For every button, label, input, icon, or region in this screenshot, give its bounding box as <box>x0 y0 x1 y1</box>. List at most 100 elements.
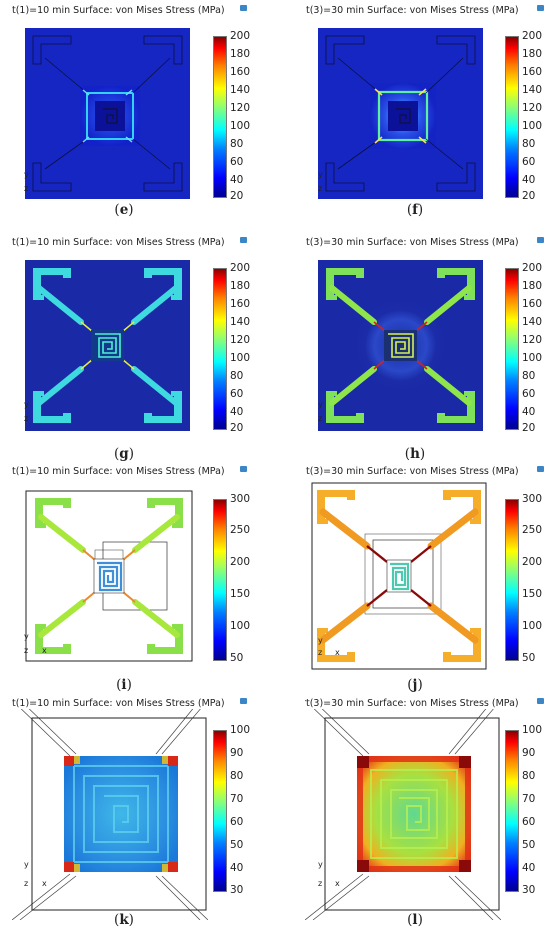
tick-label: 40 <box>230 862 244 874</box>
tick-label: 80 <box>230 770 244 782</box>
stress-plot <box>318 260 483 431</box>
plot-title: t(1)=10 min Surface: von Mises Stress (M… <box>12 237 225 248</box>
logo-icon <box>240 698 247 704</box>
tick-label: 100 <box>522 724 543 736</box>
tick-label: 60 <box>522 388 536 400</box>
panel-caption: (j) <box>407 677 423 693</box>
colorbar <box>213 499 227 661</box>
x-axis-label: x <box>42 646 47 655</box>
tick-label: 250 <box>230 524 251 536</box>
tick-label: 100 <box>522 620 543 632</box>
x-axis-label: x <box>42 879 47 888</box>
tick-label: 140 <box>230 316 251 328</box>
tick-label: 40 <box>522 174 536 186</box>
logo-icon <box>240 237 247 243</box>
tick-label: 180 <box>522 48 543 60</box>
panel-caption: (h) <box>404 446 426 462</box>
tick-label: 200 <box>230 556 251 568</box>
panel-caption: (g) <box>113 446 134 462</box>
panel-caption: (e) <box>114 202 134 218</box>
logo-icon <box>240 466 247 472</box>
tick-label: 60 <box>522 816 536 828</box>
tick-label: 80 <box>522 370 536 382</box>
logo-icon <box>537 5 544 11</box>
tick-label: 200 <box>522 30 543 42</box>
tick-label: 200 <box>522 556 543 568</box>
tick-label: 200 <box>230 262 251 274</box>
tick-label: 120 <box>522 102 543 114</box>
logo-icon <box>240 5 247 11</box>
tick-label: 40 <box>522 862 536 874</box>
tick-label: 150 <box>522 588 543 600</box>
y-axis-label: y <box>318 860 323 869</box>
y-axis-label: y <box>318 636 323 645</box>
tick-label: 40 <box>230 174 244 186</box>
tick-label: 160 <box>522 66 543 78</box>
tick-label: 60 <box>230 816 244 828</box>
z-axis-label: z <box>24 646 29 655</box>
tick-label: 20 <box>522 422 536 434</box>
tick-label: 200 <box>522 262 543 274</box>
tick-label: 80 <box>230 370 244 382</box>
tick-label: 60 <box>522 156 536 168</box>
z-axis-label: z <box>24 184 29 193</box>
tick-label: 70 <box>522 793 536 805</box>
tick-label: 100 <box>522 352 543 364</box>
plot-title: t(3)=30 min Surface: von Mises Stress (M… <box>306 698 519 709</box>
tick-label: 80 <box>230 138 244 150</box>
panel-caption: (f) <box>406 202 424 218</box>
stress-plot <box>25 490 193 662</box>
tick-label: 100 <box>230 724 251 736</box>
tick-label: 140 <box>230 84 251 96</box>
tick-label: 40 <box>230 406 244 418</box>
tick-label: 50 <box>230 652 244 664</box>
panel-caption: (k) <box>114 912 134 928</box>
z-axis-label: z <box>24 879 29 888</box>
tick-label: 90 <box>230 747 244 759</box>
tick-label: 80 <box>522 138 536 150</box>
tick-label: 120 <box>522 334 543 346</box>
tick-label: 120 <box>230 334 251 346</box>
plot-title: t(3)=30 min Surface: von Mises Stress (M… <box>306 5 519 16</box>
stress-plot <box>318 28 483 199</box>
tick-label: 140 <box>522 84 543 96</box>
tick-label: 20 <box>522 190 536 202</box>
y-axis-label: y <box>318 400 323 409</box>
stress-plot <box>25 28 190 199</box>
colorbar <box>213 268 227 430</box>
tick-label: 250 <box>522 524 543 536</box>
tick-label: 30 <box>522 884 536 896</box>
panel-caption: (l) <box>407 912 423 928</box>
z-axis-label: z <box>318 414 323 423</box>
tick-label: 180 <box>230 280 251 292</box>
z-axis-label: z <box>318 648 323 657</box>
tick-label: 100 <box>230 120 251 132</box>
z-axis-label: z <box>318 879 323 888</box>
tick-label: 100 <box>230 352 251 364</box>
tick-label: 50 <box>522 839 536 851</box>
y-axis-label: y <box>318 170 323 179</box>
tick-label: 50 <box>230 839 244 851</box>
tick-label: 160 <box>230 66 251 78</box>
tick-label: 90 <box>522 747 536 759</box>
tick-label: 30 <box>230 884 244 896</box>
stress-plot <box>311 482 487 670</box>
tick-label: 140 <box>522 316 543 328</box>
tick-label: 20 <box>230 190 244 202</box>
tick-label: 150 <box>230 588 251 600</box>
x-axis-label: x <box>335 648 340 657</box>
z-axis-label: z <box>318 184 323 193</box>
stress-plot <box>305 700 501 920</box>
y-axis-label: y <box>24 632 29 641</box>
tick-label: 70 <box>230 793 244 805</box>
plot-title: t(1)=10 min Surface: von Mises Stress (M… <box>12 5 225 16</box>
panel-caption: (i) <box>116 677 132 693</box>
tick-label: 200 <box>230 30 251 42</box>
colorbar <box>505 268 519 430</box>
tick-label: 100 <box>230 620 251 632</box>
logo-icon <box>537 698 544 704</box>
logo-icon <box>537 237 544 243</box>
tick-label: 50 <box>522 652 536 664</box>
stress-plot <box>12 700 208 920</box>
tick-label: 300 <box>522 493 543 505</box>
